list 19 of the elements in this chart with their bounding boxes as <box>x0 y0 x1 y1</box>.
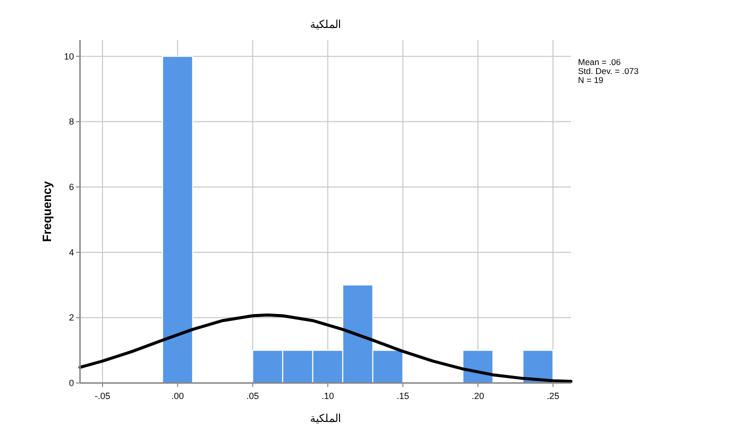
x-tick-label: .00 <box>171 391 184 401</box>
y-tick-label: 0 <box>68 378 74 388</box>
x-tick-label: -.05 <box>94 391 110 401</box>
text: N = 19 <box>578 75 604 85</box>
x-axis-title: الملكية <box>310 413 341 425</box>
y-tick-label: 2 <box>68 312 74 323</box>
x-tick-label: .15 <box>396 391 410 401</box>
x-tick-label: .20 <box>472 391 484 401</box>
y-tick-label: 6 <box>68 182 74 192</box>
text: Std. Dev. = .073 <box>578 66 639 76</box>
y-tick-label: 10 <box>64 51 74 62</box>
x-tick-label: .05 <box>246 391 259 401</box>
y-tick-label: 8 <box>68 116 74 127</box>
text: Mean = .06 <box>578 57 622 67</box>
y-axis-title: Frequency <box>40 180 54 242</box>
x-tick-label: .10 <box>321 391 334 401</box>
y-tick-label: 4 <box>68 247 74 258</box>
x-tick-label: .25 <box>546 391 560 401</box>
chart-title: الملكية <box>310 19 341 31</box>
